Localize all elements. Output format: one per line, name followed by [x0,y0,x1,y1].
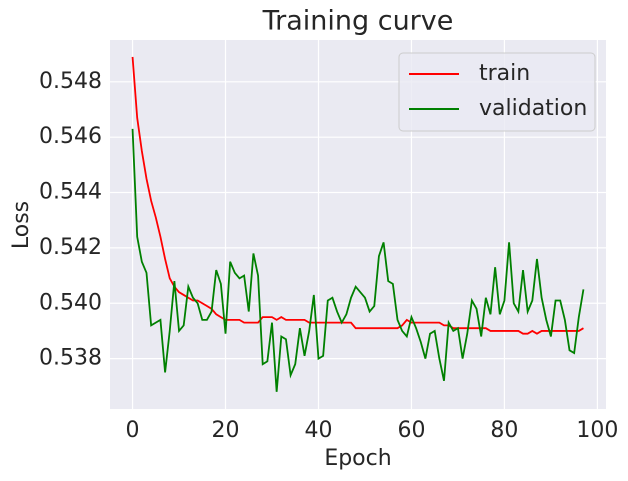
y-tick-label: 0.538 [39,346,102,371]
y-axis-label: Loss [9,201,34,249]
x-tick-label: 100 [576,418,618,443]
x-tick-label: 80 [490,418,518,443]
y-tick-label: 0.544 [39,180,102,205]
legend-label: train [479,61,530,86]
y-tick-label: 0.540 [39,290,102,315]
x-tick-label: 40 [304,418,332,443]
legend-box [398,52,596,132]
x-axis-label: Epoch [324,446,391,471]
series-line [131,128,585,392]
x-tick-label: 60 [397,418,425,443]
chart-title: Training curve [262,6,454,37]
legend-label: validation [479,96,587,121]
x-tick-label: 20 [212,418,240,443]
y-tick-label: 0.542 [39,235,102,260]
y-tick-label: 0.546 [39,124,102,149]
y-tick-label: 0.548 [39,69,102,94]
x-tick-label: 0 [126,418,140,443]
series-line [131,56,584,335]
